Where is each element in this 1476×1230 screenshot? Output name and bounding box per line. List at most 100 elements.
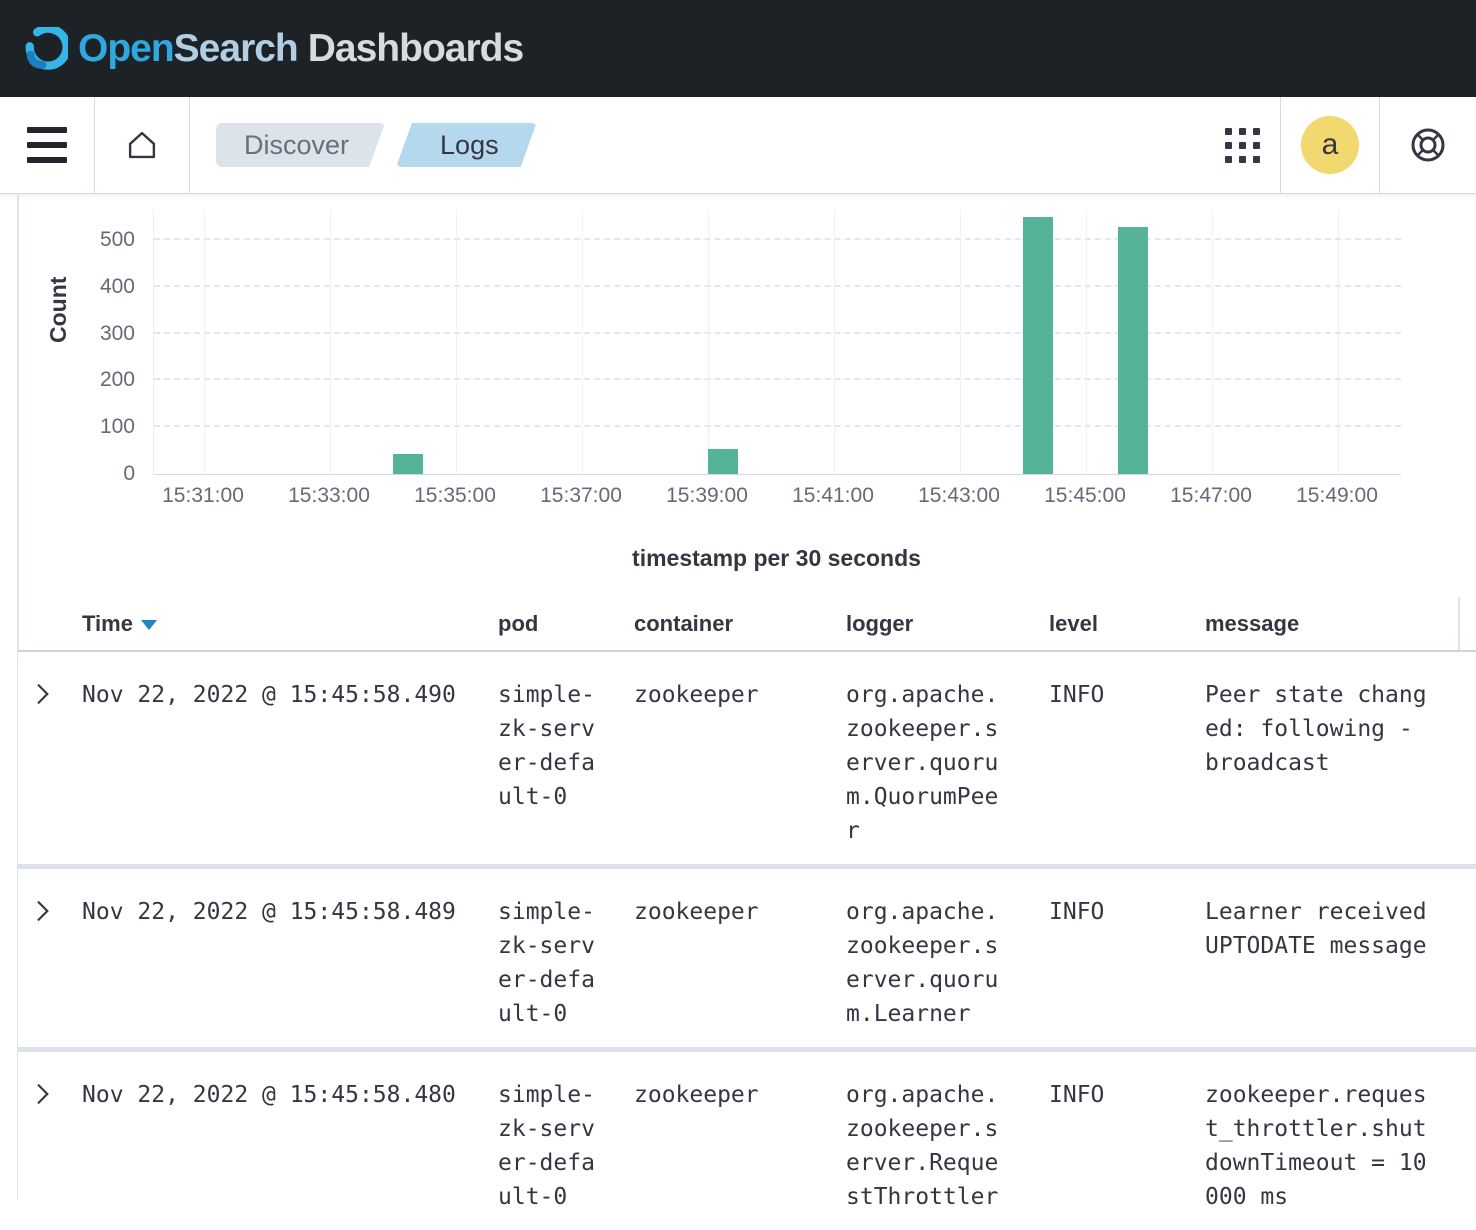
breadcrumb-discover[interactable]: Discover <box>216 123 385 167</box>
vertical-gridline <box>204 210 205 474</box>
cell-level-text: INFO <box>1049 1082 1105 1108</box>
nav-divider <box>1280 97 1281 193</box>
avatar: a <box>1301 116 1359 174</box>
x-tick-label: 15:35:00 <box>414 484 496 507</box>
x-tick-label: 15:47:00 <box>1170 484 1252 507</box>
chevron-right-icon <box>37 900 49 922</box>
column-header-message[interactable]: message <box>1205 610 1300 636</box>
cell-logger-text: org.apache.zookeeper.server.RequestThrot… <box>846 1082 999 1210</box>
vertical-gridline <box>1086 210 1087 474</box>
app-banner: OpenSearch Dashboards <box>0 0 1476 97</box>
log-table: Time pod container logger level message … <box>18 597 1476 1230</box>
user-avatar-button[interactable]: a <box>1281 97 1379 193</box>
histogram-bar[interactable] <box>1023 217 1053 474</box>
cell-logger: org.apache.zookeeper.server.RequestThrot… <box>846 1078 1049 1214</box>
cell-logger-text: org.apache.zookeeper.server.quorum.Learn… <box>846 899 999 1027</box>
cell-time: Nov 22, 2022 @ 15:45:58.490 <box>82 678 498 712</box>
cell-message: Peer state changed: following - broadcas… <box>1205 678 1476 780</box>
cell-container-text: zookeeper <box>634 1082 759 1108</box>
column-header-time-label: Time <box>82 610 133 636</box>
x-axis-ticks: 15:31:00 15:33:00 15:35:00 15:37:00 15:39:00… <box>153 474 1400 514</box>
menu-button[interactable] <box>0 97 94 193</box>
histogram-bar[interactable] <box>393 453 423 474</box>
help-button[interactable] <box>1380 97 1476 193</box>
cell-level: INFO <box>1049 895 1205 929</box>
x-tick-label: 15:39:00 <box>666 484 748 507</box>
nav-divider <box>94 97 95 193</box>
cell-pod: simple-zk-server-default-0 <box>498 678 634 814</box>
row-expand-cell <box>18 895 82 928</box>
cell-time-text: Nov 22, 2022 @ 15:45:58.490 <box>82 682 456 708</box>
opensearch-logo: OpenSearch Dashboards <box>24 26 524 71</box>
home-button[interactable] <box>95 97 189 193</box>
nav-bar: Discover Logs a <box>0 97 1476 194</box>
cell-time: Nov 22, 2022 @ 15:45:58.480 <box>82 1078 498 1112</box>
nav-divider <box>189 97 190 193</box>
help-icon <box>1411 128 1445 162</box>
y-tick-label: 400 <box>99 274 135 298</box>
chevron-right-icon <box>37 683 49 705</box>
horizontal-gridline <box>154 237 1401 240</box>
x-tick-label: 15:49:00 <box>1296 484 1378 507</box>
cell-message-text: Peer state changed: following - broadcas… <box>1205 682 1427 776</box>
vertical-gridline <box>582 210 583 474</box>
vertical-gridline <box>456 210 457 474</box>
column-header-pod[interactable]: pod <box>498 610 539 636</box>
histogram-chart: Count 0 100 200 300 400 500 15:31:00 15:33:00 1… <box>0 195 1476 585</box>
cell-pod: simple-zk-server-default-0 <box>498 895 634 1031</box>
menu-icon <box>27 127 67 163</box>
column-header-level[interactable]: level <box>1049 610 1098 636</box>
cell-container-text: zookeeper <box>634 682 759 708</box>
vertical-gridline <box>960 210 961 474</box>
y-tick-label: 0 <box>123 462 135 485</box>
cell-time-text: Nov 22, 2022 @ 15:45:58.489 <box>82 899 456 925</box>
expand-row-button[interactable] <box>33 899 51 926</box>
breadcrumb: Discover Logs <box>216 123 1204 167</box>
cell-pod-text: simple-zk-server-default-0 <box>498 1082 595 1210</box>
logo-word-open: Open <box>78 26 175 70</box>
y-axis-ticks: 0 100 200 300 400 500 <box>15 210 135 485</box>
cell-message-text: zookeeper.request_throttler.shutdownTime… <box>1205 1082 1427 1210</box>
table-row: Nov 22, 2022 @ 15:45:58.480 simple-zk-ser… <box>18 1052 1476 1230</box>
opensearch-logo-icon <box>25 26 68 70</box>
column-header-container[interactable]: container <box>634 610 734 636</box>
histogram-bar[interactable] <box>708 449 738 474</box>
x-tick-label: 15:37:00 <box>540 484 622 507</box>
apps-menu-button[interactable] <box>1204 97 1280 193</box>
column-header-logger[interactable]: logger <box>846 610 914 636</box>
vertical-gridline <box>1212 210 1213 474</box>
row-expand-cell <box>18 678 82 711</box>
chart-plot-area[interactable] <box>153 210 1401 475</box>
cell-message: Learner received UPTODATE message <box>1205 895 1476 963</box>
cell-logger: org.apache.zookeeper.server.quorum.Learn… <box>846 895 1049 1031</box>
cell-level: INFO <box>1049 1078 1205 1112</box>
table-row: Nov 22, 2022 @ 15:45:58.489 simple-zk-ser… <box>18 869 1476 1047</box>
table-body: Nov 22, 2022 @ 15:45:58.490 simple-zk-ser… <box>18 652 1476 1230</box>
vertical-gridline <box>708 210 709 474</box>
cell-logger-text: org.apache.zookeeper.server.quorum.Quoru… <box>846 682 999 844</box>
y-tick-label: 200 <box>99 368 135 392</box>
y-tick-label: 300 <box>99 321 135 345</box>
cell-level-text: INFO <box>1049 899 1105 925</box>
x-tick-label: 15:41:00 <box>792 484 874 507</box>
x-tick-label: 15:31:00 <box>162 484 244 507</box>
horizontal-gridline <box>154 425 1401 428</box>
cell-logger: org.apache.zookeeper.server.quorum.Quoru… <box>846 678 1049 848</box>
y-tick-label: 100 <box>99 415 135 439</box>
row-separator <box>18 1047 1476 1052</box>
histogram-bar[interactable] <box>1117 226 1148 474</box>
cell-pod-text: simple-zk-server-default-0 <box>498 682 595 810</box>
vertical-gridline <box>330 210 331 474</box>
app-title: OpenSearch Dashboards <box>78 26 524 71</box>
cell-pod-text: simple-zk-server-default-0 <box>498 899 595 1027</box>
logo-word-search: Search <box>173 26 299 70</box>
column-header-time[interactable]: Time <box>82 611 498 637</box>
expand-row-button[interactable] <box>33 682 51 709</box>
expand-row-button[interactable] <box>33 1082 51 1109</box>
cell-container: zookeeper <box>634 1078 846 1112</box>
horizontal-gridline <box>154 331 1401 334</box>
table-header-row: Time pod container logger level message <box>18 597 1476 652</box>
y-tick-label: 500 <box>99 227 135 251</box>
breadcrumb-logs[interactable]: Logs <box>396 123 537 167</box>
row-separator <box>18 864 1476 869</box>
